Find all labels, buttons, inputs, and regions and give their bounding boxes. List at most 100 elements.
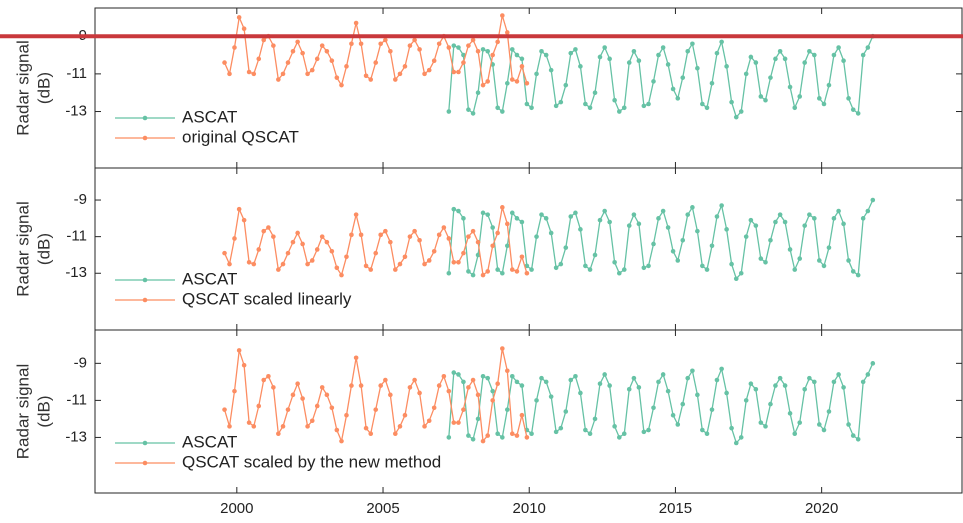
data-point — [461, 379, 466, 385]
data-point — [353, 355, 359, 361]
data-point — [680, 75, 686, 80]
data-point — [417, 390, 422, 396]
data-point — [865, 45, 871, 50]
data-point — [831, 216, 837, 221]
data-point — [675, 422, 681, 427]
data-point — [656, 52, 661, 58]
data-point — [651, 405, 656, 411]
data-point — [485, 433, 491, 438]
data-point — [768, 401, 773, 407]
data-point — [553, 265, 559, 271]
data-point — [860, 52, 866, 58]
data-point — [505, 30, 510, 35]
data-point — [558, 99, 564, 105]
data-point — [373, 250, 379, 256]
data-point — [256, 56, 262, 62]
data-point — [641, 429, 647, 435]
data-point — [334, 75, 340, 80]
data-point — [446, 435, 452, 440]
data-point — [412, 37, 417, 43]
data-point — [461, 52, 466, 58]
data-point — [505, 407, 510, 412]
data-point — [485, 48, 491, 54]
data-point — [314, 56, 320, 62]
data-point — [729, 261, 734, 267]
data-point — [383, 228, 388, 234]
data-point — [451, 43, 457, 48]
data-point — [451, 420, 457, 425]
data-point — [631, 48, 637, 54]
data-point — [475, 392, 481, 398]
y-axis-label: Radar signal — [13, 364, 32, 459]
data-point — [466, 107, 471, 112]
data-point — [363, 263, 369, 269]
data-point — [456, 420, 461, 425]
data-point — [314, 247, 320, 252]
data-point — [480, 82, 486, 88]
data-point — [509, 374, 515, 379]
data-point — [339, 82, 344, 88]
data-point — [660, 372, 666, 377]
data-point — [261, 228, 267, 234]
data-point — [563, 82, 569, 88]
data-point — [271, 43, 276, 48]
data-point — [378, 232, 383, 238]
data-point — [505, 243, 510, 249]
data-point — [505, 368, 510, 374]
data-point — [656, 379, 661, 385]
data-point — [236, 206, 242, 212]
data-point — [685, 375, 691, 381]
data-point — [222, 60, 227, 65]
data-point — [305, 261, 310, 267]
data-point — [290, 392, 296, 398]
data-point — [470, 228, 476, 234]
y-axis-label: Radar signal — [13, 201, 32, 296]
data-point — [490, 398, 495, 403]
data-point — [616, 109, 622, 114]
data-point — [597, 217, 603, 223]
data-point — [831, 379, 837, 385]
data-point — [802, 60, 807, 65]
data-point — [534, 398, 539, 403]
data-point — [695, 392, 700, 398]
data-point — [792, 267, 798, 272]
data-point — [855, 111, 861, 116]
data-point — [339, 438, 344, 444]
data-point — [802, 386, 807, 392]
data-point — [388, 239, 393, 245]
data-point — [295, 381, 300, 387]
data-point — [836, 208, 841, 214]
data-point — [621, 431, 627, 437]
data-point — [553, 103, 559, 109]
data-point — [670, 86, 676, 92]
data-point — [514, 79, 520, 84]
data-point — [592, 416, 598, 422]
data-point — [509, 47, 515, 52]
data-point — [850, 269, 856, 274]
data-point — [344, 64, 349, 69]
data-point — [353, 20, 359, 26]
data-point — [850, 107, 856, 112]
data-point — [636, 385, 642, 390]
data-point — [621, 267, 627, 272]
data-point — [383, 37, 388, 43]
data-point — [241, 26, 247, 32]
data-point — [738, 109, 744, 114]
series-line — [448, 35, 874, 119]
data-point — [344, 254, 349, 260]
data-point — [246, 69, 252, 75]
data-point — [733, 276, 739, 282]
data-point — [407, 43, 413, 48]
data-point — [543, 216, 549, 221]
data-point — [787, 247, 793, 252]
data-point — [470, 111, 476, 116]
data-point — [704, 267, 710, 272]
data-point — [431, 405, 437, 411]
data-point — [500, 270, 505, 276]
data-point — [514, 433, 520, 438]
data-point — [753, 60, 759, 65]
data-point — [846, 258, 851, 263]
data-point — [393, 77, 398, 82]
data-point — [743, 71, 749, 77]
data-point — [393, 267, 398, 272]
